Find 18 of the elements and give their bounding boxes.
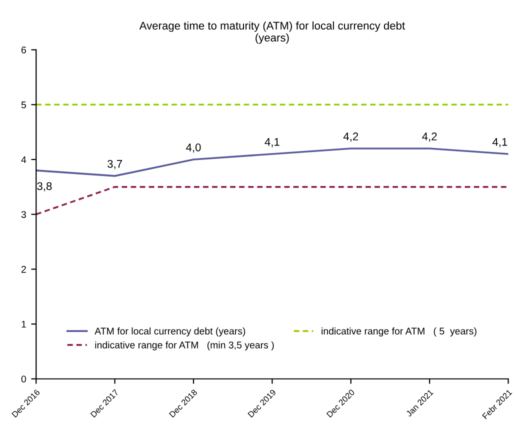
data-label: 4,1 [264, 138, 280, 148]
data-label: 3,8 [37, 182, 52, 192]
data-label: 3,7 [108, 160, 122, 170]
legend-label: indicative range for ATM (min 3,5 years ) [95, 341, 274, 350]
legend-label: indicative range for ATM ( 5 years) [322, 327, 476, 336]
data-label: 4,2 [343, 132, 358, 142]
y-tick-label: 4 [21, 156, 26, 164]
y-tick-label: 3 [21, 211, 26, 218]
data-label: 4,1 [492, 138, 508, 148]
chart-title: Average time to maturity (ATM) for local currency debt (years) [139, 21, 405, 44]
y-tick-label: 5 [21, 101, 26, 108]
data-label: 4,2 [422, 132, 437, 142]
y-tick-label: 0 [21, 376, 26, 382]
data-label: 4,0 [186, 143, 201, 153]
y-tick-label: 2 [21, 266, 26, 273]
y-tick-label: 6 [21, 46, 26, 54]
y-tick-label: 1 [22, 320, 26, 328]
legend-label: ATM for local currency debt (years) [94, 327, 246, 336]
